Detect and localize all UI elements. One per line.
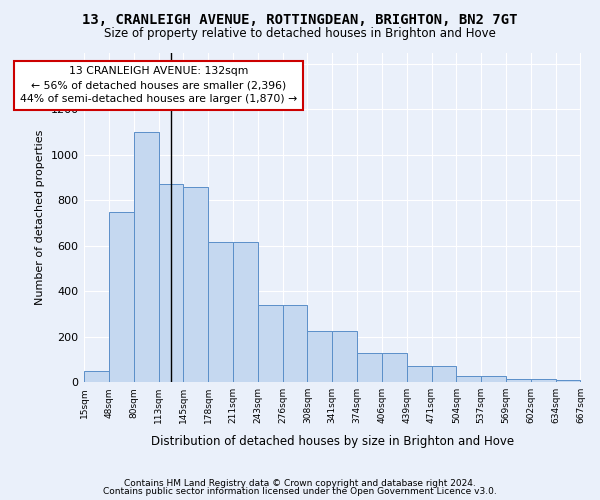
X-axis label: Distribution of detached houses by size in Brighton and Hove: Distribution of detached houses by size … xyxy=(151,434,514,448)
Bar xyxy=(208,242,233,382)
Y-axis label: Number of detached properties: Number of detached properties xyxy=(35,130,45,305)
Bar xyxy=(307,331,332,382)
Text: Contains HM Land Registry data © Crown copyright and database right 2024.: Contains HM Land Registry data © Crown c… xyxy=(124,478,476,488)
Bar xyxy=(283,305,307,382)
Bar xyxy=(134,132,158,382)
Bar xyxy=(556,380,580,382)
Bar xyxy=(407,366,431,382)
Bar xyxy=(481,376,506,382)
Bar xyxy=(109,212,134,382)
Bar xyxy=(382,352,407,382)
Bar xyxy=(84,371,109,382)
Text: Size of property relative to detached houses in Brighton and Hove: Size of property relative to detached ho… xyxy=(104,28,496,40)
Bar xyxy=(258,305,283,382)
Bar xyxy=(457,376,481,382)
Text: Contains public sector information licensed under the Open Government Licence v3: Contains public sector information licen… xyxy=(103,487,497,496)
Bar xyxy=(233,242,258,382)
Text: 13, CRANLEIGH AVENUE, ROTTINGDEAN, BRIGHTON, BN2 7GT: 13, CRANLEIGH AVENUE, ROTTINGDEAN, BRIGH… xyxy=(82,12,518,26)
Text: 13 CRANLEIGH AVENUE: 132sqm
← 56% of detached houses are smaller (2,396)
44% of : 13 CRANLEIGH AVENUE: 132sqm ← 56% of det… xyxy=(20,66,297,104)
Bar xyxy=(158,184,184,382)
Bar xyxy=(506,379,531,382)
Bar xyxy=(431,366,457,382)
Bar xyxy=(184,186,208,382)
Bar xyxy=(332,331,357,382)
Bar xyxy=(357,352,382,382)
Bar xyxy=(531,379,556,382)
